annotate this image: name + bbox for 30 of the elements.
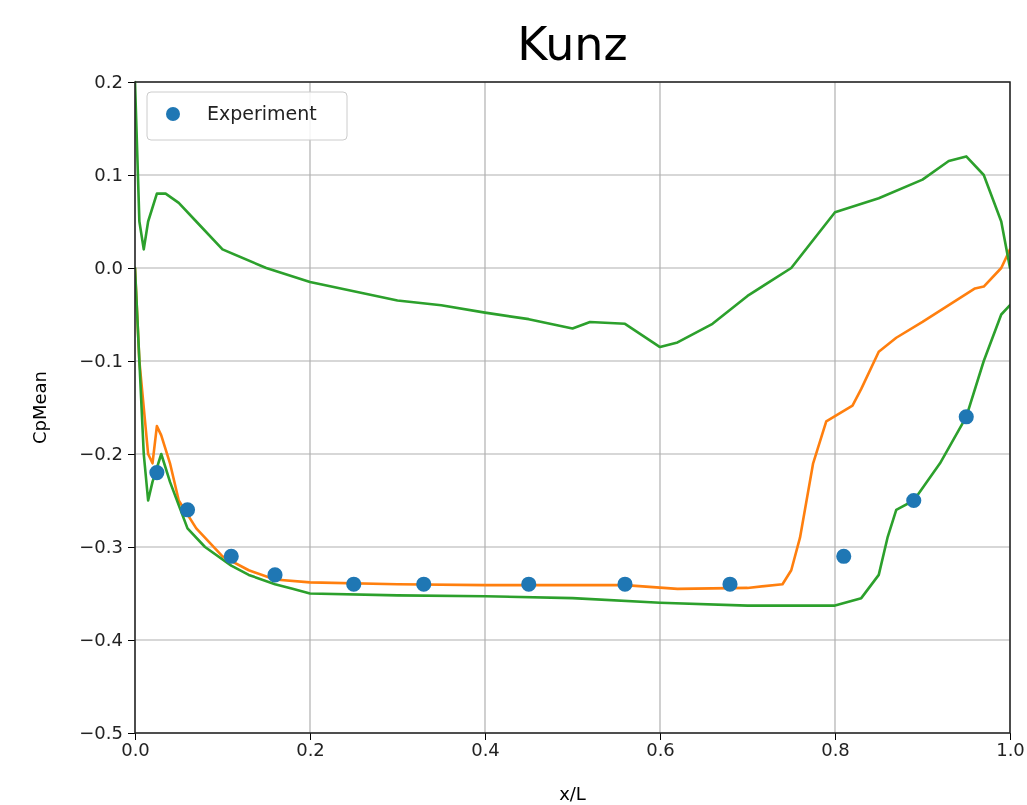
y-tick-label: 0.2 (94, 71, 123, 93)
x-tick-label: 0.0 (121, 738, 150, 760)
y-tick-label: −0.4 (79, 629, 123, 651)
y-tick-label: −0.5 (79, 722, 123, 744)
point (346, 576, 362, 592)
x-tick-label: 1.0 (996, 738, 1025, 760)
y-tick-label: 0.0 (94, 257, 123, 279)
point (722, 576, 738, 592)
x-axis-title: x/L (559, 783, 586, 804)
point (906, 492, 922, 509)
legend-label: Experiment (207, 102, 317, 124)
x-tick-label: 0.8 (821, 738, 850, 760)
point (149, 465, 165, 481)
point (958, 409, 974, 425)
point (416, 576, 432, 592)
y-tick-label: −0.3 (79, 536, 123, 558)
point (179, 502, 196, 518)
y-axis-title: CpMean (29, 370, 50, 445)
point (223, 548, 239, 564)
x-tick-label: 0.2 (296, 738, 325, 760)
point (267, 567, 283, 583)
point (521, 576, 537, 592)
chart-title: Kunz (517, 17, 628, 71)
point (836, 548, 852, 564)
y-tick-label: 0.1 (94, 164, 123, 186)
x-tick-label: 0.4 (471, 738, 500, 760)
x-tick-label: 0.6 (646, 738, 675, 760)
y-tick-label: −0.2 (79, 443, 123, 465)
y-tick-label: −0.1 (79, 350, 123, 372)
point (617, 576, 633, 592)
